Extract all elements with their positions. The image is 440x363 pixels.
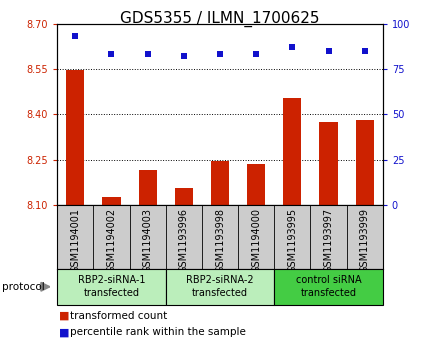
Bar <box>139 170 157 205</box>
Text: GSM1194003: GSM1194003 <box>143 208 153 273</box>
Bar <box>66 70 84 205</box>
Text: RBP2-siRNA-1
transfected: RBP2-siRNA-1 transfected <box>78 275 145 298</box>
Text: protocol: protocol <box>2 282 45 292</box>
Text: transformed count: transformed count <box>70 311 168 321</box>
Text: GDS5355 / ILMN_1700625: GDS5355 / ILMN_1700625 <box>120 11 320 27</box>
Point <box>253 52 260 57</box>
Text: ■: ■ <box>59 327 70 337</box>
Text: GSM1193996: GSM1193996 <box>179 208 189 273</box>
Point <box>72 33 79 39</box>
Text: GSM1193998: GSM1193998 <box>215 208 225 273</box>
FancyBboxPatch shape <box>166 269 274 305</box>
Bar <box>319 122 337 205</box>
Text: GSM1194002: GSM1194002 <box>106 208 117 273</box>
Bar <box>103 197 121 205</box>
Text: RBP2-siRNA-2
transfected: RBP2-siRNA-2 transfected <box>186 275 254 298</box>
FancyBboxPatch shape <box>274 269 383 305</box>
Point <box>289 44 296 50</box>
Point <box>180 53 187 59</box>
FancyBboxPatch shape <box>57 269 166 305</box>
Point <box>108 52 115 57</box>
Point <box>325 48 332 54</box>
Point <box>361 48 368 54</box>
Bar <box>175 188 193 205</box>
Bar <box>247 164 265 205</box>
Bar <box>283 98 301 205</box>
Text: control siRNA
transfected: control siRNA transfected <box>296 275 361 298</box>
Text: GSM1193999: GSM1193999 <box>360 208 370 273</box>
Text: GSM1194001: GSM1194001 <box>70 208 80 273</box>
Bar <box>356 120 374 205</box>
Text: ■: ■ <box>59 311 70 321</box>
Text: GSM1193995: GSM1193995 <box>287 208 297 273</box>
Text: percentile rank within the sample: percentile rank within the sample <box>70 327 246 337</box>
Text: GSM1194000: GSM1194000 <box>251 208 261 273</box>
Text: GSM1193997: GSM1193997 <box>323 208 334 273</box>
Bar <box>211 160 229 205</box>
Point <box>216 52 224 57</box>
Point <box>144 52 151 57</box>
